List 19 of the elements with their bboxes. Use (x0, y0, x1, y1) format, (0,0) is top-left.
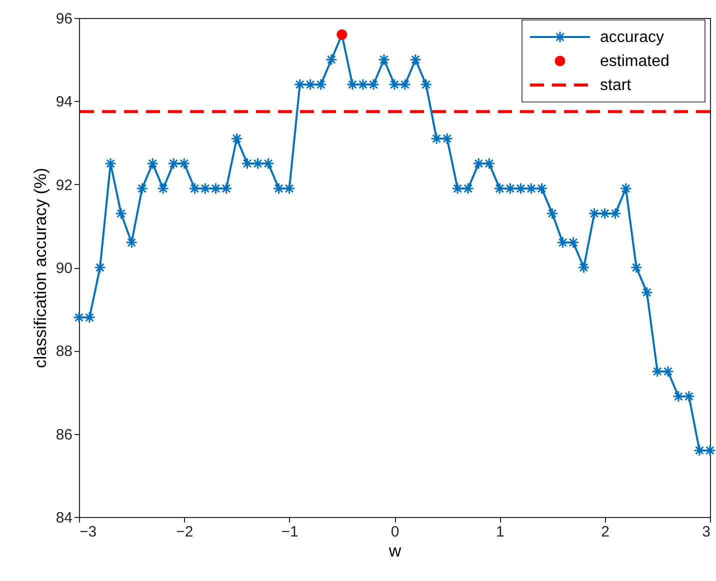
x-tick-label: −3 (80, 524, 97, 540)
legend-label: accuracy (600, 29, 664, 46)
y-tick-label: 90 (56, 260, 72, 277)
x-tick-label: −1 (281, 524, 298, 540)
y-tick-label: 86 (56, 426, 72, 444)
y-tick-label: 84 (56, 510, 72, 526)
x-tick-label: 2 (601, 524, 610, 540)
x-tick-label: 0 (390, 524, 400, 540)
y-tick-label: 88 (56, 343, 72, 360)
y-tick-label: 96 (56, 10, 72, 28)
x-tick-label: −2 (176, 524, 194, 540)
y-tick-label: 94 (56, 94, 72, 111)
x-tick-label: 3 (702, 524, 710, 540)
x-tick-label: 1 (496, 524, 504, 540)
x-axis-title: w (388, 542, 402, 560)
y-axis-title: classification accuracy (%) (30, 168, 50, 368)
y-tick-label: 92 (56, 176, 72, 194)
legend-label: start (600, 77, 632, 94)
legend-label: estimated (600, 53, 670, 70)
